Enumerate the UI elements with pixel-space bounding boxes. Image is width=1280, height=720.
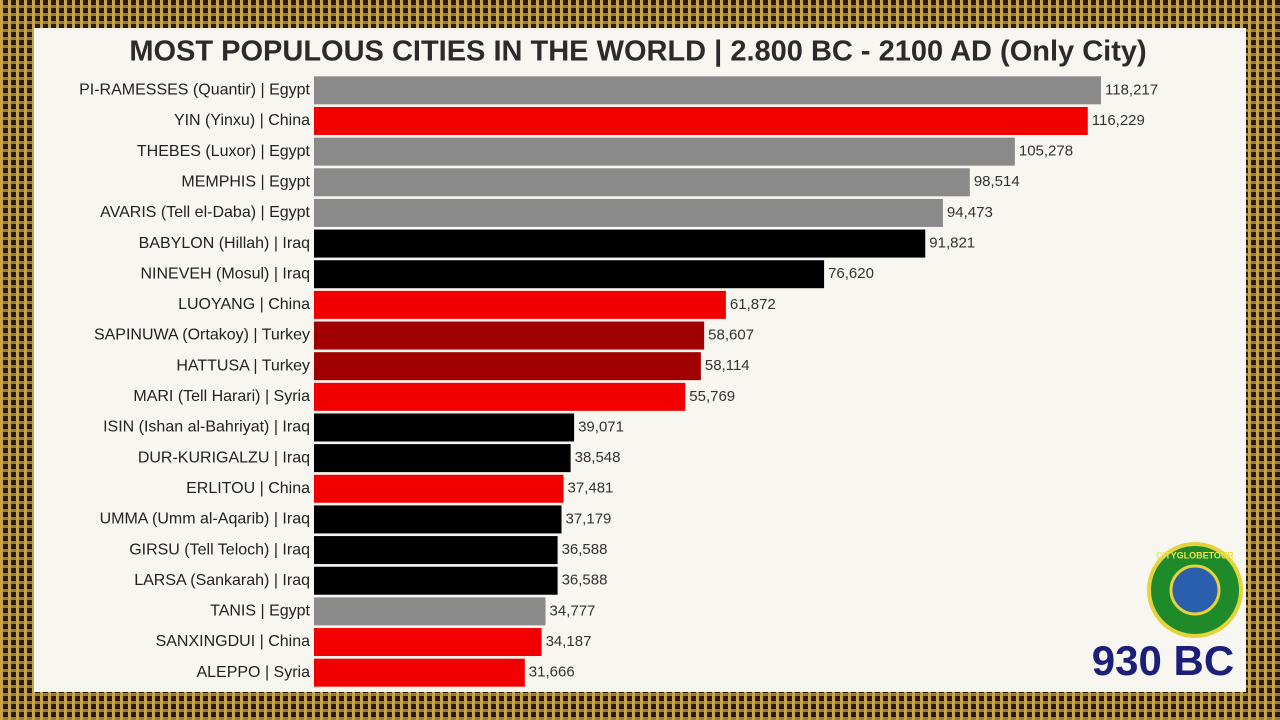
category-label: NINEVEH (Mosul) | Iraq	[140, 265, 310, 282]
logo-globe	[1169, 564, 1221, 616]
value-label: 36,588	[562, 541, 608, 558]
value-label: 37,481	[568, 480, 614, 497]
bar	[314, 76, 1101, 105]
category-label: TANIS | Egypt	[210, 603, 310, 620]
value-label: 34,187	[546, 633, 592, 650]
value-label: 58,607	[708, 326, 754, 343]
category-label: PI-RAMESSES (Quantir) | Egypt	[79, 82, 310, 99]
category-label: ERLITOU | China	[186, 480, 310, 497]
value-label: 118,217	[1105, 81, 1158, 98]
category-label: THEBES (Luxor) | Egypt	[137, 143, 311, 160]
bar	[314, 536, 558, 565]
bar	[314, 597, 546, 626]
value-label: 31,666	[529, 664, 575, 681]
bar	[314, 444, 571, 473]
value-label: 38,548	[575, 449, 621, 466]
bar	[314, 137, 1015, 166]
category-label: LUOYANG | China	[178, 296, 310, 313]
category-label: LARSA (Sankarah) | Iraq	[134, 572, 310, 589]
value-label: 116,229	[1092, 112, 1145, 129]
category-label: DUR-KURIGALZU | Iraq	[138, 449, 310, 466]
value-label: 98,514	[974, 173, 1020, 190]
category-label: UMMA (Umm al-Aqarib) | Iraq	[100, 511, 310, 528]
value-label: 36,588	[562, 572, 608, 589]
value-label: 58,114	[705, 357, 750, 374]
category-label: GIRSU (Tell Teloch) | Iraq	[129, 541, 310, 558]
bar	[314, 198, 943, 227]
bar	[314, 628, 542, 657]
value-label: 91,821	[929, 235, 975, 252]
bar	[314, 260, 825, 289]
value-label: 105,278	[1019, 143, 1073, 160]
chart-title: MOST POPULOUS CITIES IN THE WORLD | 2.80…	[129, 36, 1146, 68]
value-label: 34,777	[550, 602, 596, 619]
category-label: ALEPPO | Syria	[196, 664, 310, 681]
category-label: SANXINGDUI | China	[156, 633, 311, 650]
value-label: 37,179	[566, 510, 612, 527]
logo-text: CITYGLOBETOUR	[1156, 550, 1234, 560]
category-label: ISIN (Ishan al-Bahriyat) | Iraq	[103, 419, 310, 436]
bar	[314, 229, 926, 258]
value-label: 39,071	[578, 418, 624, 435]
bar	[314, 321, 705, 350]
bar	[314, 505, 562, 534]
bar	[314, 566, 558, 595]
value-label: 94,473	[947, 204, 993, 221]
category-label: SAPINUWA (Ortakoy) | Turkey	[94, 327, 310, 344]
logo: CITYGLOBETOUR	[1147, 542, 1243, 638]
bar	[314, 106, 1088, 135]
bar	[314, 290, 726, 319]
bar	[314, 168, 970, 197]
bar	[314, 352, 701, 381]
bar	[314, 658, 525, 687]
category-label: BABYLON (Hillah) | Iraq	[139, 235, 310, 252]
bar	[314, 382, 686, 411]
bar	[314, 413, 575, 442]
category-label: AVARIS (Tell el-Daba) | Egypt	[100, 204, 310, 221]
category-label: MARI (Tell Harari) | Syria	[133, 388, 310, 405]
bar	[314, 474, 564, 503]
value-label: 76,620	[828, 265, 874, 282]
category-label: YIN (Yinxu) | China	[174, 112, 310, 129]
date-label: 930 BC	[1092, 637, 1234, 684]
value-label: 61,872	[730, 296, 776, 313]
category-label: MEMPHIS | Egypt	[181, 173, 310, 190]
category-label: HATTUSA | Turkey	[176, 357, 310, 374]
value-label: 55,769	[689, 388, 735, 405]
